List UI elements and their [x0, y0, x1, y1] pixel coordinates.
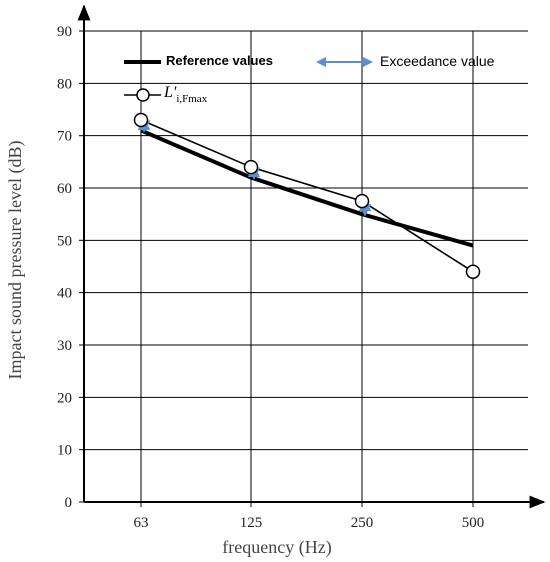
measured-point — [354, 193, 370, 209]
measured-point — [243, 159, 259, 175]
grid — [84, 30, 528, 502]
marker-layer — [133, 112, 481, 279]
x-tick-label: 500 — [462, 515, 485, 531]
y-tick-label: 20 — [57, 390, 72, 406]
legend-measured-subscript: i,Fmax — [176, 93, 207, 105]
y-tick-label: 60 — [57, 181, 72, 197]
measured-point — [133, 112, 149, 128]
tick-labels: 0 10 20 30 40 50 60 70 80 90 63 125 250 500 — [57, 24, 484, 531]
y-tick-label: 70 — [57, 129, 72, 145]
legend-measured-label: L'i,Fmax — [163, 84, 208, 105]
x-tick-label: 125 — [240, 515, 263, 531]
y-tick-label: 30 — [57, 338, 72, 354]
x-tick-label: 250 — [351, 515, 374, 531]
measured-point — [465, 264, 481, 279]
measured-level-line — [140, 119, 474, 273]
legend-exceedance-label: Exceedance value — [380, 53, 495, 69]
legend-measured-symbol: L' — [163, 84, 177, 101]
x-tick-label: 63 — [134, 515, 149, 531]
x-axis-title: frequency (Hz) — [222, 537, 331, 558]
axes — [77, 4, 546, 509]
y-tick-label: 50 — [57, 233, 72, 249]
y-tick-label: 40 — [57, 286, 72, 302]
series-layer — [140, 119, 474, 273]
legend-reference-label: Reference values — [166, 53, 273, 68]
y-axis-title: Impact sound pressure level (dB) — [5, 141, 26, 380]
y-tick-label: 80 — [57, 76, 72, 92]
y-tick-label: 90 — [57, 24, 72, 40]
legend: Reference values Exceedance value L'i,Fm… — [124, 53, 495, 105]
reference-values-line — [140, 128, 474, 248]
y-tick-label: 10 — [57, 443, 72, 459]
y-tick-label: 0 — [65, 495, 73, 511]
legend-measured-marker — [136, 88, 150, 102]
